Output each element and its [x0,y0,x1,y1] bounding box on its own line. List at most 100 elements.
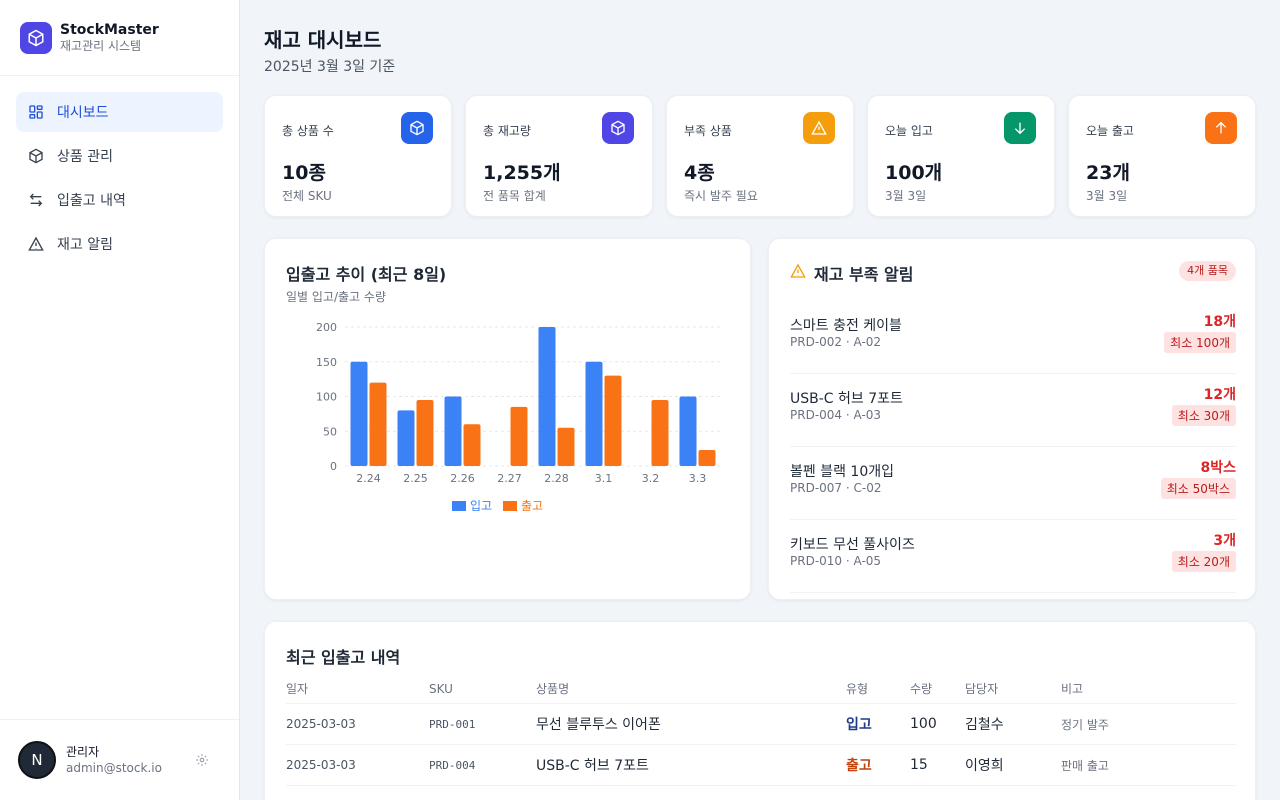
sidebar-item-dashboard[interactable]: 대시보드 [16,92,223,132]
table-title: 최근 입출고 내역 [286,648,401,667]
stat-value: 1,255개 [483,162,561,184]
alert-current-qty: 8박스 [1200,460,1236,476]
alert-product-name: 볼펜 블랙 10개입 [790,464,894,480]
cell-note: 정기 발주 [1061,703,1236,745]
stat-note: 즉시 발주 필요 [684,189,758,203]
alert-title: 재고 부족 알림 [814,265,914,284]
main-content: 재고 대시보드 2025년 3월 3일 기준 총 상품 수 10종 전체 SKU… [240,0,1280,800]
bar-in [585,361,603,466]
bar-out [369,382,387,466]
bar-in [350,361,368,466]
stat-card-today-out: 오늘 출고 23개 3월 3일 [1068,95,1256,217]
low-stock-alert-card: 재고 부족 알림 4개 품목 스마트 충전 케이블 PRD-002 · A-02… [768,238,1256,600]
cell-sku: PRD-001 [429,703,536,745]
bar-out [698,450,716,466]
alert-product-name: USB-C 허브 7포트 [790,391,903,407]
bar-in [397,410,415,466]
avatar[interactable]: N [18,741,56,779]
column-header[interactable]: 상품명 [536,680,846,704]
legend-label: 입고 [470,499,492,513]
list-item[interactable]: USB-C 허브 7포트 PRD-004 · A-03 12개 최소 30개 [790,374,1236,447]
user-name: 관리자 [66,745,100,759]
sidebar: StockMaster 재고관리 시스템 대시보드 상품 관리 입출고 내역 [0,0,240,800]
alert-current-qty: 3개 [1213,533,1236,549]
chart-title: 입출고 추이 (최근 8일) [286,265,447,284]
cell-staff: 김철수 [965,703,1061,745]
brand[interactable]: StockMaster 재고관리 시스템 [0,0,239,76]
alert-product-name: 스마트 충전 케이블 [790,318,902,334]
x-tick-label: 3.3 [689,472,707,485]
alert-min-qty: 최소 30개 [1171,405,1236,426]
user-email: admin@stock.io [66,761,162,775]
alert-product-name: 키보드 무선 풀사이즈 [790,537,915,553]
legend-label: 출고 [521,499,543,513]
bar-in [538,327,556,466]
sidebar-nav: 대시보드 상품 관리 입출고 내역 재고 알림 [0,76,239,284]
column-header[interactable]: 유형 [846,680,910,704]
stat-label: 부족 상품 [684,124,732,138]
column-header[interactable]: SKU [429,680,536,704]
stat-card-total-products: 총 상품 수 10종 전체 SKU [264,95,452,217]
sidebar-item-products[interactable]: 상품 관리 [16,136,223,176]
bar-out [510,406,528,466]
list-item[interactable]: 볼펜 블랙 10개입 PRD-007 · C-02 8박스 최소 50박스 [790,447,1236,520]
recent-transactions-card: 최근 입출고 내역 일자 SKU 상품명 유형 수량 담당자 비고 2025-0… [264,621,1256,800]
alert-list: 스마트 충전 케이블 PRD-002 · A-02 18개 최소 100개 US… [790,301,1236,593]
stat-value: 4종 [684,162,715,184]
list-item[interactable]: 키보드 무선 풀사이즈 PRD-010 · A-05 3개 최소 20개 [790,520,1236,593]
stat-card-total-stock: 총 재고량 1,255개 전 품목 합계 [465,95,653,217]
table-row[interactable]: 2025-03-03 PRD-001 무선 블루투스 이어폰 입고 100 김철… [286,703,1236,745]
column-header[interactable]: 수량 [910,680,965,704]
sidebar-item-alerts[interactable]: 재고 알림 [16,224,223,264]
bar-chart: 0 50 100 150 200 2.24 2.25 2.26 2.27 2.28 3.1 3.2 3.… [316,321,721,513]
alert-product-code: PRD-002 · A-02 [790,335,882,349]
x-tick-label: 3.2 [642,472,660,485]
user-profile: N 관리자 admin@stock.io [0,719,239,800]
bar-out [557,427,575,466]
stat-cards: 총 상품 수 10종 전체 SKU 총 재고량 1,255개 전 품목 합계 부… [264,95,1256,217]
sidebar-item-label: 입출고 내역 [57,193,126,209]
cell-qty: 15 [910,744,965,786]
gear-icon[interactable] [195,752,211,768]
table-header-row: 일자 SKU 상품명 유형 수량 담당자 비고 [286,680,1236,704]
stat-value: 23개 [1086,162,1130,184]
x-tick-label: 3.1 [595,472,613,485]
sidebar-item-label: 상품 관리 [57,149,113,165]
bar-out [604,375,622,466]
bar-in [679,396,697,466]
alert-product-code: PRD-010 · A-05 [790,554,882,568]
arrow-up-icon [1205,112,1237,144]
box-icon [20,21,52,54]
sidebar-item-label: 대시보드 [57,105,109,121]
warning-icon [803,112,835,144]
cell-product-name: USB-C 허브 7포트 [536,744,846,786]
page-subtitle: 2025년 3월 3일 기준 [264,59,396,75]
sidebar-item-transactions[interactable]: 입출고 내역 [16,180,223,220]
stat-label: 오늘 출고 [1086,124,1134,138]
arrow-down-icon [1004,112,1036,144]
stat-label: 오늘 입고 [885,124,933,138]
y-tick-label: 0 [330,460,337,473]
legend-swatch [452,501,466,511]
column-header[interactable]: 일자 [286,680,429,704]
brand-name: StockMaster [60,21,159,38]
chart-subtitle: 일별 입고/출고 수량 [286,290,386,304]
column-header[interactable]: 비고 [1061,680,1236,704]
column-header[interactable]: 담당자 [965,680,1061,704]
stat-label: 총 재고량 [483,124,531,138]
cell-note: 판매 출고 [1061,744,1236,786]
alert-count-badge: 4개 품목 [1179,261,1236,281]
table-row[interactable]: 2025-03-03 PRD-004 USB-C 허브 7포트 출고 15 이영… [286,744,1236,786]
list-item[interactable]: 스마트 충전 케이블 PRD-002 · A-02 18개 최소 100개 [790,301,1236,374]
box-icon [28,148,44,164]
x-tick-label: 2.26 [450,472,475,485]
x-tick-label: 2.25 [403,472,428,485]
y-tick-label: 150 [316,356,337,369]
cell-staff: 이영희 [965,744,1061,786]
transactions-table: 일자 SKU 상품명 유형 수량 담당자 비고 2025-03-03 PRD-0… [286,680,1236,786]
flow-chart-card: 입출고 추이 (최근 8일) 일별 입고/출고 수량 0 50 100 150 200 2… [264,238,751,600]
x-tick-label: 2.24 [356,472,381,485]
warning-icon [790,263,806,279]
stat-value: 10종 [282,162,326,184]
cell-date: 2025-03-03 [286,703,429,745]
